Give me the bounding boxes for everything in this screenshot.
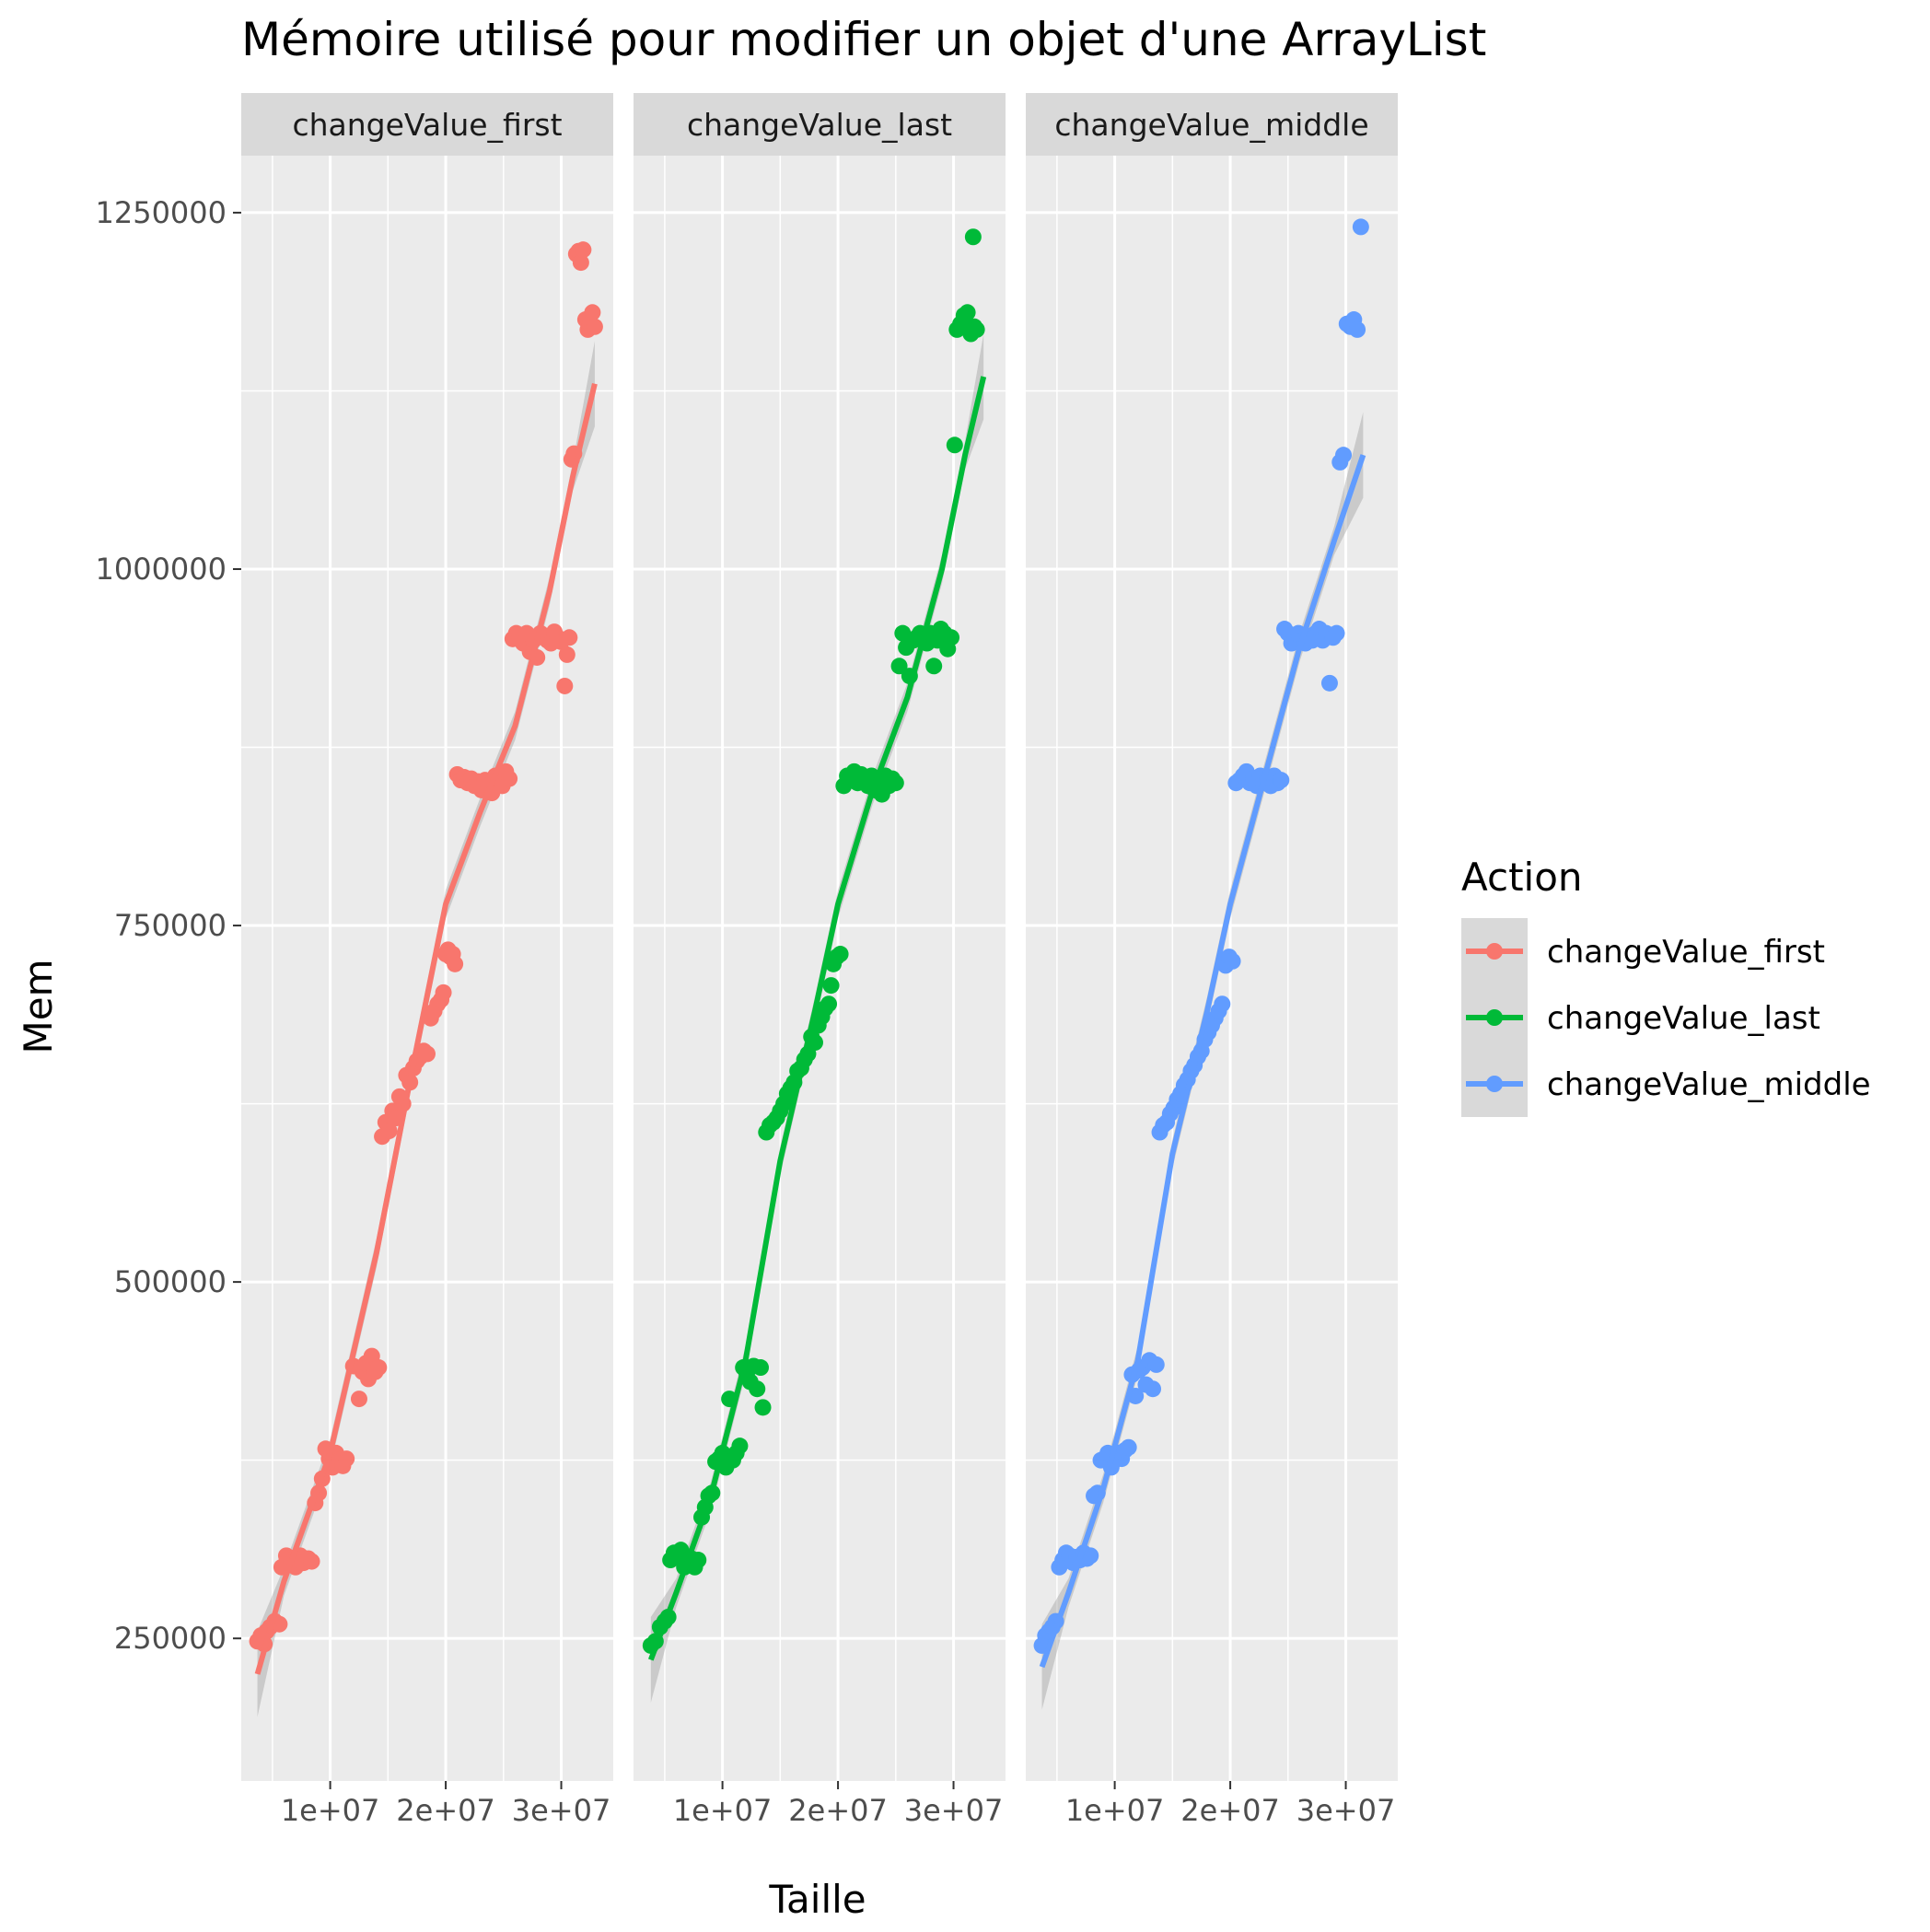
data-point [749, 1380, 766, 1398]
data-point [890, 658, 908, 675]
x-tick-label: 2e+07 [396, 1793, 495, 1828]
data-point [1273, 772, 1290, 789]
y-tick-label: 1000000 [95, 552, 227, 587]
x-tick-label: 3e+07 [1296, 1793, 1396, 1828]
legend-entry-changeValue_middle: changeValue_middle [1461, 1051, 1871, 1117]
data-point [943, 629, 960, 646]
data-point [1224, 952, 1241, 970]
data-point [690, 1552, 707, 1569]
facet-panel-changeValue_first: changeValue_first [241, 93, 613, 1781]
legend-label: changeValue_last [1547, 1000, 1820, 1037]
data-point [1320, 674, 1338, 692]
y-axis: 250000 500000 750000 1000000 1250000 [95, 195, 241, 1656]
legend-label: changeValue_middle [1547, 1066, 1871, 1103]
legend-label: changeValue_first [1547, 934, 1825, 971]
data-point [731, 1437, 749, 1455]
data-point [584, 304, 601, 321]
data-point [1335, 447, 1353, 464]
data-point [556, 677, 574, 694]
data-point [435, 983, 452, 1001]
facet-strip-label: changeValue_last [687, 107, 952, 143]
data-point [946, 436, 963, 454]
legend-entry-changeValue_last: changeValue_last [1461, 984, 1820, 1051]
fit-line [1039, 454, 1366, 1669]
data-point [1082, 1547, 1099, 1565]
data-point [754, 1399, 772, 1416]
legend-title: Action [1461, 855, 1583, 900]
facet-strip [1026, 93, 1398, 156]
x-tick-label: 1e+07 [281, 1793, 380, 1828]
data-point [925, 658, 943, 675]
chart-title: Mémoire utilisé pour modifier un objet d… [241, 13, 1486, 66]
data-point [968, 320, 985, 338]
data-point [380, 1123, 398, 1139]
facet-strip [241, 93, 613, 156]
data-point [752, 1359, 770, 1377]
data-point [586, 318, 603, 335]
x-tick-label: 3e+07 [904, 1793, 1004, 1828]
data-point [1120, 1438, 1137, 1456]
y-tick-label: 750000 [114, 908, 227, 943]
panel-background [634, 156, 1006, 1781]
data-point [1328, 624, 1345, 642]
data-point [447, 955, 464, 972]
data-point [501, 770, 518, 787]
x-axis-title: Taille [768, 1877, 866, 1922]
x-tick-label: 3e+07 [512, 1793, 611, 1828]
x-tick-label: 2e+07 [788, 1793, 888, 1828]
data-point [558, 646, 576, 663]
legend-key-point [1486, 1076, 1503, 1092]
facet-panel-changeValue_last: changeValue_last [634, 93, 1006, 1781]
data-point [350, 1391, 367, 1408]
data-point [822, 977, 840, 995]
legend-key-point [1486, 1009, 1503, 1026]
fit-line [254, 383, 598, 1675]
data-point [572, 254, 589, 272]
data-point [303, 1553, 320, 1570]
y-tick-label: 500000 [114, 1264, 227, 1299]
data-point [1214, 995, 1231, 1013]
legend-key-point [1486, 943, 1503, 960]
facet-panels: changeValue_first changeValue_last changeV… [241, 93, 1398, 1781]
x-axes: 1e+07 2e+07 3e+07 1e+07 2e+07 3e+07 1e+07 2e+07… [281, 1781, 1396, 1828]
fit-line [647, 376, 987, 1661]
legend: Action changeValue_first changeValue_last… [1461, 855, 1871, 1117]
data-point [820, 995, 838, 1013]
legend-entry-changeValue_first: changeValue_first [1461, 918, 1825, 984]
x-tick-label: 1e+07 [1065, 1793, 1165, 1828]
data-point [887, 774, 904, 792]
data-point [575, 241, 592, 259]
data-point [831, 946, 849, 963]
data-point [964, 228, 982, 246]
panel-background [1026, 156, 1398, 1781]
data-point [1147, 1356, 1165, 1373]
y-tick-label: 250000 [114, 1621, 227, 1656]
x-tick-label: 2e+07 [1180, 1793, 1280, 1828]
data-point [370, 1359, 388, 1377]
y-axis-title: Mem [16, 960, 61, 1054]
panel-background [241, 156, 613, 1781]
facet-panel-changeValue_middle: changeValue_middle [1026, 93, 1398, 1781]
facet-strip-label: changeValue_first [292, 107, 562, 143]
data-point [1352, 218, 1369, 236]
data-point [959, 304, 976, 321]
data-point [338, 1450, 355, 1468]
data-point [561, 629, 578, 646]
y-tick-label: 1250000 [95, 195, 227, 230]
data-point [419, 1045, 436, 1063]
facet-strip [634, 93, 1006, 156]
data-point [1145, 1380, 1162, 1398]
x-tick-label: 1e+07 [673, 1793, 773, 1828]
data-point [1349, 320, 1366, 338]
facet-strip-label: changeValue_middle [1054, 107, 1368, 143]
